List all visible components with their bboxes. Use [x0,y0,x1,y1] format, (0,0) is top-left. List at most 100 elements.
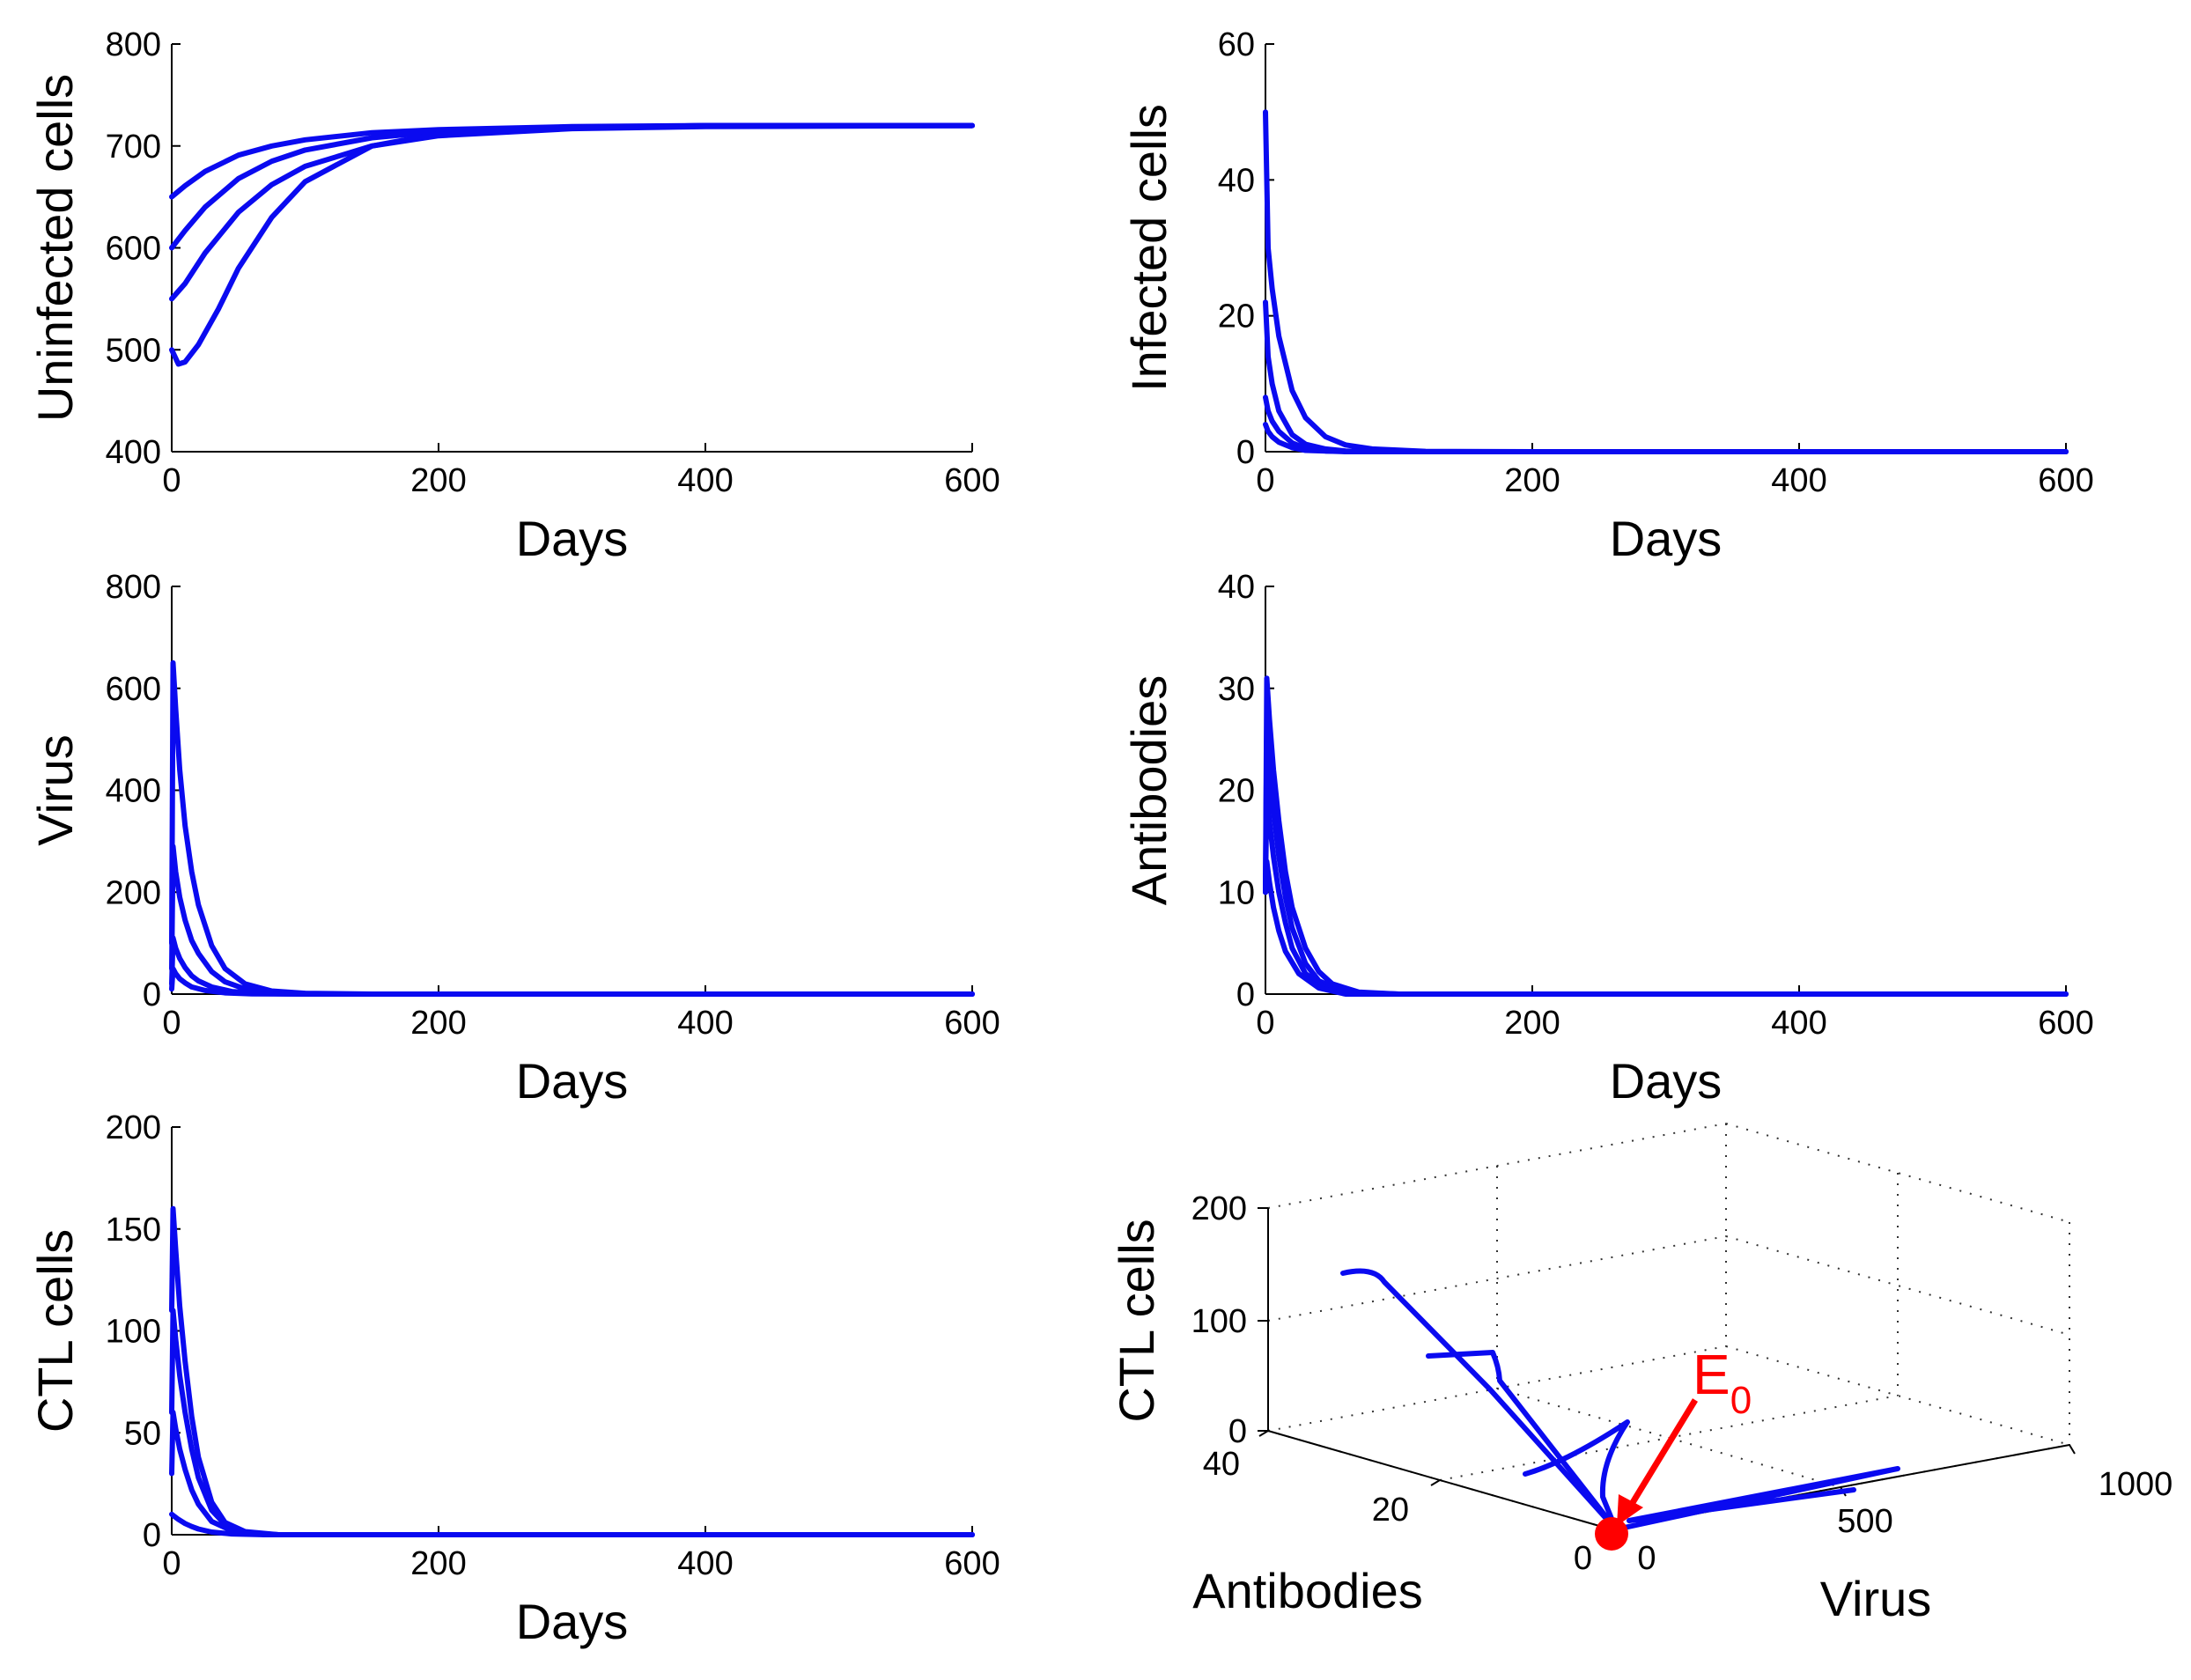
x-tick-label: 0 [1256,1005,1274,1042]
y-axis-label: CTL cells [27,1229,83,1433]
y-axis-label: Antibodies [1192,1563,1423,1618]
y-tick-label: 0 [1574,1540,1592,1577]
y-tick-label: 150 [106,1212,161,1249]
y-tick-label: 40 [1218,162,1255,199]
series-line-2 [169,1308,975,1537]
equilibrium-point-e0 [1595,1517,1628,1551]
y-tick-label: 50 [124,1415,161,1452]
y-tick-label: 600 [106,671,161,708]
series-line-3 [169,122,975,302]
y-tick-label: 500 [106,332,161,369]
x-tick-label: 0 [1637,1540,1656,1577]
series-line-3 [169,935,975,997]
series-line-3 [169,1410,975,1537]
x-tick-label: 200 [410,1005,466,1042]
y-tick-label: 0 [143,976,161,1013]
x-tick-label: 400 [677,1005,733,1042]
y-tick-label: 0 [1236,434,1255,471]
y-axis-label: Uninfected cells [27,74,83,422]
x-tick-label: 0 [162,1005,181,1042]
y-tick-label: 200 [106,874,161,911]
z-tick-label: 100 [1191,1303,1247,1340]
y-tick-label: 800 [106,26,161,63]
y-axis-label: Infected cells [1121,104,1177,392]
series-line-1 [1263,675,2069,997]
x-tick-label: 0 [1256,462,1274,499]
x-axis-label: Virus [1820,1571,1932,1626]
x-axis-label: Days [516,511,629,566]
z-tick-label: 200 [1191,1190,1247,1227]
y-tick-label: 20 [1218,773,1255,810]
y-tick-label: 200 [106,1109,161,1146]
series-line-4 [169,1511,975,1537]
series-line-4 [169,122,975,367]
x-tick-label: 400 [1771,1005,1826,1042]
series-line-3 [1263,787,2069,997]
x-axis-label: Days [1610,1053,1723,1109]
y-tick-label: 10 [1218,874,1255,911]
x-tick-label: 0 [162,462,181,499]
3d-grid [1267,1123,2070,1530]
y-tick-label: 60 [1218,26,1255,63]
x-axis-label: Days [516,1053,629,1109]
x-tick-label: 600 [944,1545,1000,1582]
virus-subplot: 0 200 400 600 0 200 400 600 800 Days Virus [27,569,1000,1109]
series-line-1 [1263,109,2069,454]
series-line-4 [169,966,975,997]
x-tick-label: 200 [1504,462,1560,499]
y-tick-label: 0 [1236,976,1255,1013]
x-tick-label: 600 [944,1005,1000,1042]
x-tick-label: 400 [677,462,733,499]
y-tick-label: 30 [1218,671,1255,708]
antibodies-subplot: 0 200 400 600 0 10 20 30 40 Days Antibodies [1121,569,2094,1109]
trajectory-3 [1523,1419,1630,1532]
x-tick-label: 200 [410,1545,466,1582]
x-axis-label: Days [516,1594,629,1649]
series-line-1 [169,122,975,200]
x-tick-label: 1000 [2099,1466,2173,1503]
y-tick-label: 40 [1203,1446,1240,1483]
x-axis-label: Days [1610,511,1723,566]
trajectories-3d [1340,1268,1900,1532]
y-axis-label: Antibodies [1121,675,1177,906]
y-tick-label: 700 [106,129,161,166]
annotation-arrowhead [1617,1494,1643,1526]
series-line-3 [1263,394,2069,454]
x-tick-label: 200 [1504,1005,1560,1042]
3d-tick-labels: 200 100 0 40 20 0 0 500 1000 [1191,1190,2173,1577]
x-tick-label: 600 [944,462,1000,499]
y-tick-label: 400 [106,773,161,810]
series-line-2 [1263,726,2069,997]
series-line-1 [169,1205,975,1537]
x-tick-label: 600 [2038,1005,2093,1042]
x-tick-label: 400 [677,1545,733,1582]
equilibrium-annotation: E0 [1595,1343,1752,1551]
series-line-2 [169,844,975,997]
trajectory-2 [1426,1350,1619,1532]
infected-cells-subplot: 0 200 400 600 0 20 40 60 Days Infected cells [1121,26,2094,566]
annotation-label: E0 [1693,1343,1752,1422]
trajectory-4 [1613,1466,1900,1532]
series-line-4 [1263,858,2069,997]
y-tick-label: 400 [106,434,161,471]
trajectory-1 [1340,1268,1619,1532]
y-tick-label: 20 [1218,298,1255,335]
uninfected-cells-subplot: 0 200 400 600 400 500 600 700 800 Days Uninfected … [27,26,1000,566]
y-tick-label: 40 [1218,569,1255,606]
y-tick-label: 0 [143,1517,161,1554]
x-tick-label: 400 [1771,462,1826,499]
x-tick-label: 600 [2038,462,2093,499]
z-tick-label: 0 [1228,1413,1247,1450]
y-axis-label: Virus [27,734,83,846]
annotation-arrow [1627,1398,1698,1510]
z-axis-label: CTL cells [1109,1219,1164,1422]
series-line-1 [169,659,975,997]
x-tick-label: 0 [162,1545,181,1582]
phase-portrait-3d-subplot: 200 100 0 40 20 0 0 500 1000 CTL cells A… [1109,1123,2173,1626]
y-tick-label: 20 [1372,1492,1409,1529]
series-line-2 [1263,299,2069,454]
3d-axes [1258,1207,2076,1539]
y-tick-label: 100 [106,1314,161,1351]
y-tick-label: 800 [106,569,161,606]
